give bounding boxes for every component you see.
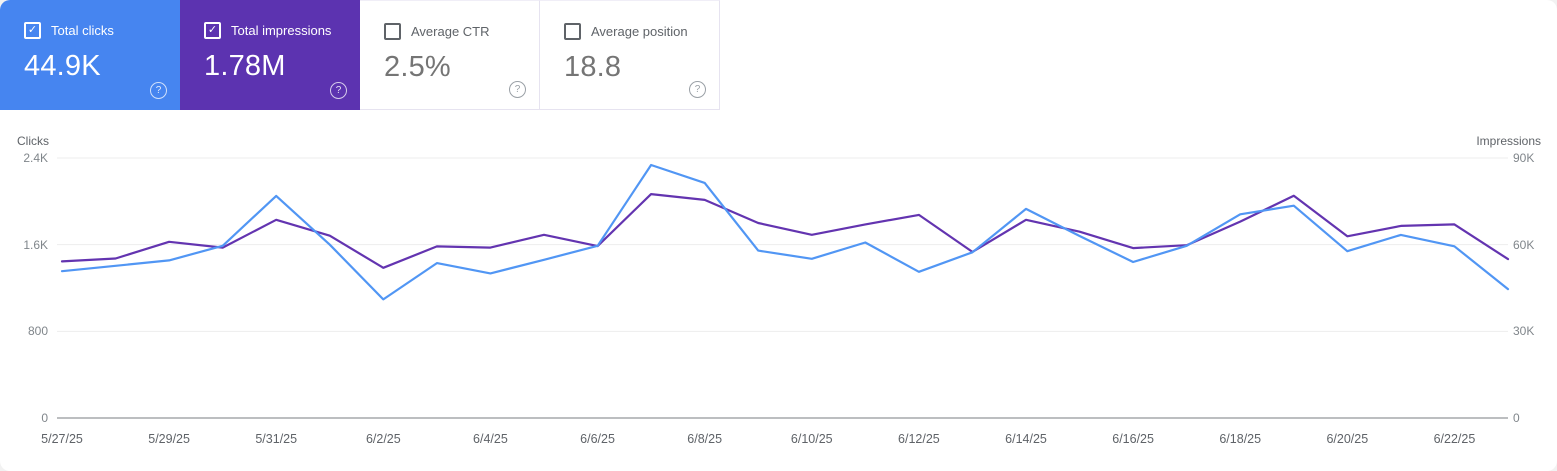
x-axis-label: 6/14/25 — [1005, 432, 1047, 446]
check-icon: ✓ — [27, 24, 38, 36]
axis-tick-label: 60K — [1513, 237, 1535, 252]
x-axis-label: 6/18/25 — [1219, 432, 1262, 446]
x-axis-label: 6/10/25 — [790, 432, 833, 446]
right-axis-title: Impressions — [1476, 134, 1541, 148]
chart-canvas[interactable] — [0, 110, 1557, 471]
left-axis-title: Clicks — [17, 134, 49, 148]
metric-card-total-clicks[interactable]: ✓ Total clicks 44.9K ? — [0, 0, 180, 110]
metric-card-value: 1.78M — [204, 50, 286, 82]
axis-tick-label: 30K — [1513, 324, 1535, 339]
metric-card-label: Average position — [591, 24, 688, 39]
axis-tick-label: 800 — [27, 324, 48, 339]
clicks-line[interactable] — [60, 163, 1510, 301]
metric-card-value: 44.9K — [24, 50, 101, 82]
axis-tick-label: 1.6K — [23, 237, 48, 252]
x-axis-label: 6/16/25 — [1112, 432, 1154, 446]
x-axis-label: 6/12/25 — [898, 432, 940, 446]
help-icon[interactable]: ? — [509, 81, 526, 98]
help-icon[interactable]: ? — [150, 82, 167, 99]
metric-card-label: Total clicks — [51, 23, 114, 38]
impressions-line[interactable] — [60, 192, 1510, 269]
help-icon[interactable]: ? — [330, 82, 347, 99]
metric-card-value: 18.8 — [564, 51, 622, 83]
x-axis-label: 6/6/25 — [580, 432, 615, 446]
x-axis-label: 5/31/25 — [255, 432, 298, 446]
x-axis-label: 6/4/25 — [473, 432, 508, 446]
checkbox-icon[interactable] — [564, 23, 581, 40]
x-axis-label: 6/22/25 — [1433, 432, 1476, 446]
metric-card-average-position[interactable]: Average position 18.8 ? — [540, 0, 720, 110]
metric-card-value: 2.5% — [384, 51, 451, 83]
check-icon: ✓ — [207, 24, 218, 36]
x-axis-label: 6/8/25 — [687, 432, 723, 446]
x-axis-label: 6/20/25 — [1326, 432, 1369, 446]
checkbox-icon[interactable]: ✓ — [24, 22, 41, 39]
checkbox-icon[interactable] — [384, 23, 401, 40]
help-icon[interactable]: ? — [689, 81, 706, 98]
axis-tick-label: 0 — [1513, 411, 1520, 425]
x-axis-label: 5/27/25 — [41, 432, 83, 446]
metric-card-label: Average CTR — [411, 24, 490, 39]
x-axis-label: 6/2/25 — [365, 432, 401, 446]
checkbox-icon[interactable]: ✓ — [204, 22, 221, 39]
axis-tick-label: 0 — [41, 411, 48, 425]
x-axis-label: 5/29/25 — [148, 432, 190, 446]
metric-cards-row: ✓ Total clicks 44.9K ? ✓ Total impressio… — [0, 0, 720, 110]
axis-tick-label: 90K — [1513, 151, 1535, 165]
metric-card-label: Total impressions — [231, 23, 332, 38]
axis-tick-label: 2.4K — [23, 151, 48, 165]
metric-card-total-impressions[interactable]: ✓ Total impressions 1.78M ? — [180, 0, 360, 110]
performance-chart[interactable]: Clicks Impressions 2.4K 1.6K 800 0 90K 60K 30… — [0, 110, 1557, 471]
metric-card-average-ctr[interactable]: Average CTR 2.5% ? — [360, 0, 540, 110]
